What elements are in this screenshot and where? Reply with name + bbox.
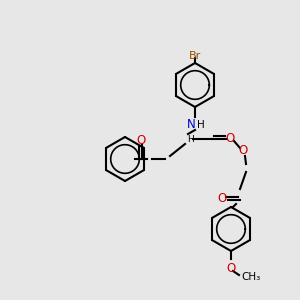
- Text: O: O: [218, 191, 226, 205]
- Text: O: O: [226, 262, 236, 275]
- Text: CH₃: CH₃: [241, 272, 260, 282]
- Text: O: O: [136, 134, 146, 148]
- Text: H: H: [187, 134, 194, 143]
- Text: O: O: [238, 145, 247, 158]
- Text: Br: Br: [189, 51, 201, 61]
- Text: N: N: [187, 118, 195, 131]
- Text: H: H: [197, 120, 205, 130]
- Text: O: O: [225, 133, 235, 146]
